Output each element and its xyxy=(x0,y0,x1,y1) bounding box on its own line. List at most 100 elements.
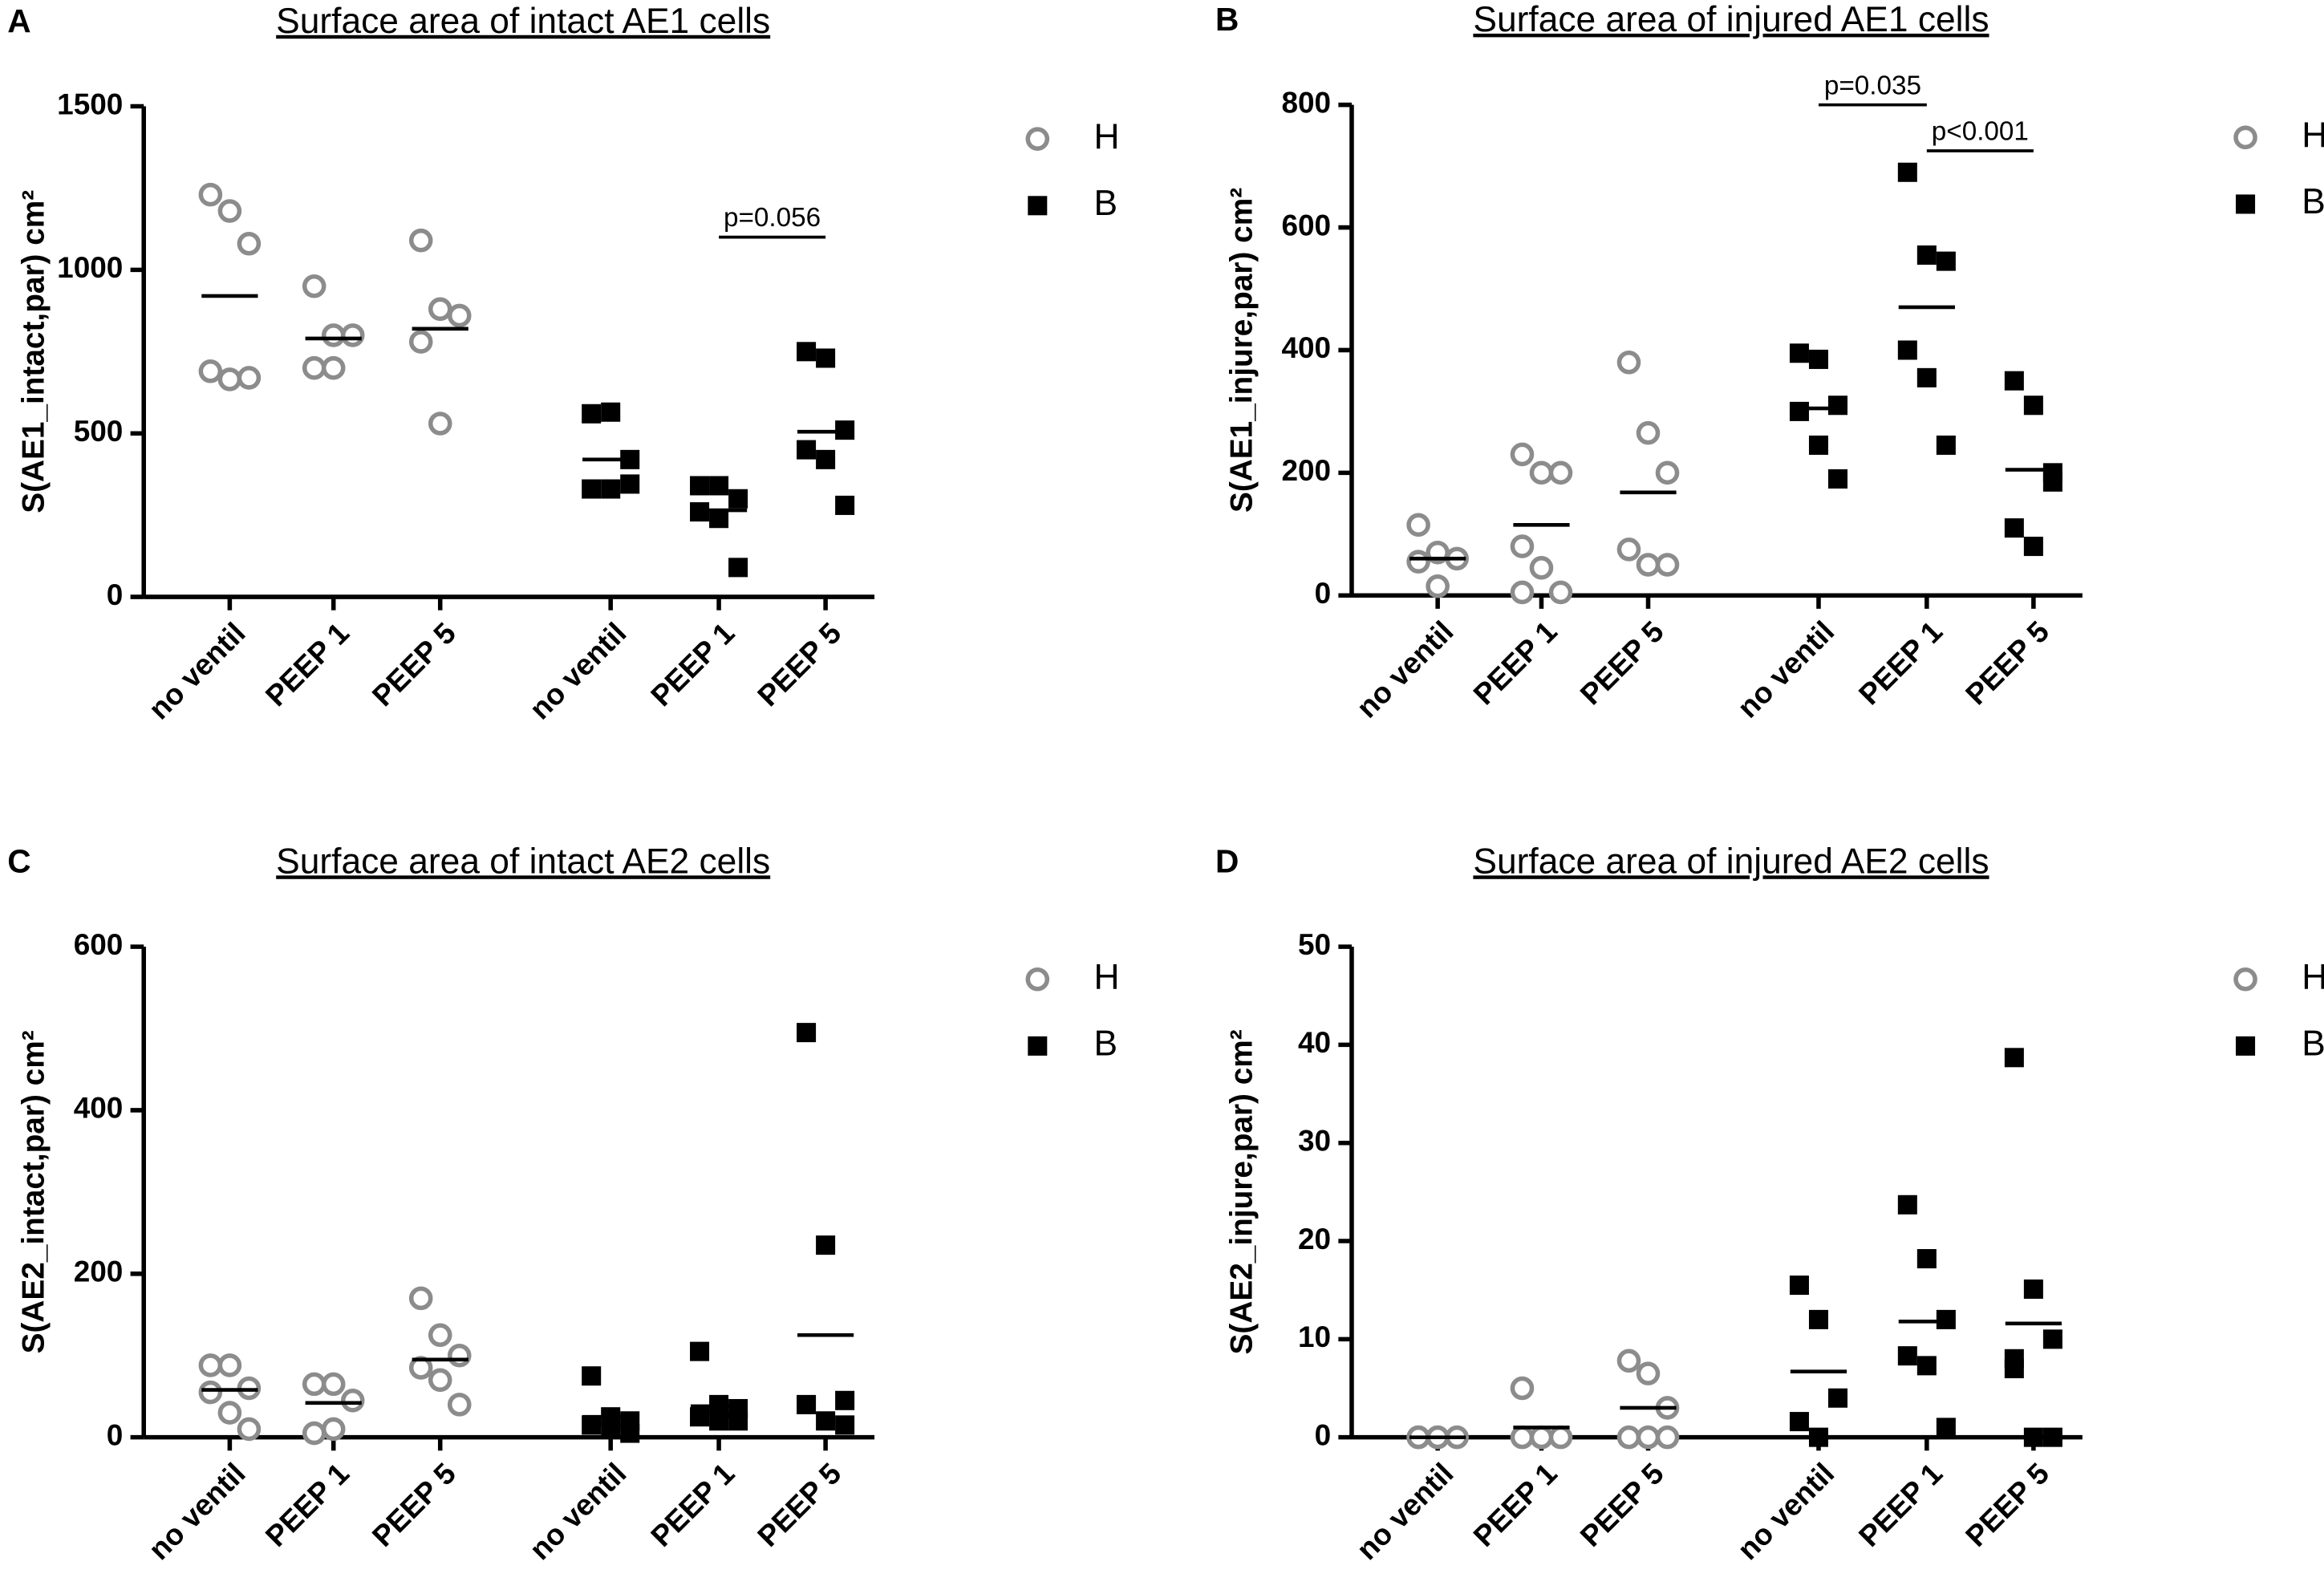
y-tick-label: 200 xyxy=(74,1255,124,1288)
legend-marker xyxy=(2233,967,2257,992)
point xyxy=(816,1411,836,1431)
point xyxy=(1406,513,1430,537)
point xyxy=(2042,463,2062,483)
chart-title: Surface area of intact AE1 cells xyxy=(276,2,770,41)
x-tick-label: no ventil xyxy=(1350,614,1459,724)
y-tick-label: 10 xyxy=(1298,1320,1331,1353)
x-tick-label: PEEP 1 xyxy=(1467,1457,1564,1553)
point xyxy=(198,1380,223,1405)
x-tick-label: no ventil xyxy=(1731,1457,1840,1566)
y-tick-label: 0 xyxy=(107,1418,124,1451)
point xyxy=(1636,1425,1661,1450)
x-tick-label: PEEP 5 xyxy=(1959,1457,2055,1553)
y-axis-label: S(AE2_injure,par) cm² xyxy=(1224,1029,1259,1354)
legend-marker xyxy=(1028,1036,1048,1056)
point xyxy=(816,348,836,368)
point xyxy=(2042,1427,2062,1447)
point xyxy=(2023,537,2043,557)
x-tick-label: no ventil xyxy=(142,1457,251,1566)
x-tick-label: no ventil xyxy=(142,616,251,725)
x-tick-label: PEEP 1 xyxy=(644,616,740,712)
point xyxy=(620,474,640,494)
point xyxy=(1529,556,1554,580)
legend-marker xyxy=(1028,196,1048,216)
point xyxy=(1827,1388,1848,1408)
point xyxy=(217,367,242,391)
y-tick-label: 30 xyxy=(1298,1124,1331,1157)
point xyxy=(408,228,433,253)
panel-letter: C xyxy=(7,842,30,879)
y-tick-label: 200 xyxy=(1281,454,1331,487)
point xyxy=(1406,550,1430,574)
x-tick-label: PEEP 1 xyxy=(259,1457,355,1553)
point xyxy=(447,1393,472,1417)
point xyxy=(2004,1359,2024,1379)
y-axis-label: S(AE2_intact,par) cm² xyxy=(17,1030,51,1353)
point xyxy=(690,1341,710,1361)
point xyxy=(1510,442,1535,467)
y-tick-label: 0 xyxy=(107,578,124,611)
significance-label: p=0.056 xyxy=(724,203,821,233)
x-tick-label: PEEP 5 xyxy=(366,616,462,712)
point xyxy=(2042,1329,2062,1349)
legend-label: B xyxy=(1094,1024,1118,1064)
y-tick-label: 1500 xyxy=(57,87,123,120)
x-tick-label: PEEP 5 xyxy=(366,1457,462,1553)
point xyxy=(1808,435,1828,455)
point xyxy=(1510,1376,1535,1401)
point xyxy=(198,359,223,383)
point xyxy=(1936,1309,1956,1329)
significance-label: p<0.001 xyxy=(1932,117,2029,147)
point xyxy=(797,342,817,362)
y-tick-label: 40 xyxy=(1298,1026,1331,1059)
point xyxy=(816,1235,836,1255)
point xyxy=(835,1390,855,1410)
legend-label: H xyxy=(1094,117,1120,156)
chart-title: Surface area of intact AE2 cells xyxy=(276,842,770,881)
y-tick-label: 1000 xyxy=(57,251,123,284)
point xyxy=(2004,518,2024,538)
point xyxy=(1936,1418,1956,1438)
point xyxy=(1808,1427,1828,1447)
point xyxy=(1616,537,1641,562)
x-tick-label: PEEP 5 xyxy=(751,1457,847,1553)
point xyxy=(709,1411,729,1431)
legend-marker xyxy=(1025,967,1050,992)
point xyxy=(321,1417,346,1442)
legend-marker xyxy=(2233,125,2257,150)
point xyxy=(1936,251,1956,271)
panel-letter: A xyxy=(7,2,30,39)
point xyxy=(408,330,433,354)
point xyxy=(1655,1425,1680,1450)
point xyxy=(1636,553,1661,577)
x-tick-label: no ventil xyxy=(523,616,632,725)
x-tick-label: no ventil xyxy=(1350,1457,1459,1566)
point xyxy=(1827,468,1848,489)
point xyxy=(797,440,817,460)
y-tick-label: 20 xyxy=(1298,1223,1331,1255)
point xyxy=(1897,1194,1917,1215)
point xyxy=(2004,371,2024,391)
legend-label: B xyxy=(2302,1024,2324,1064)
point xyxy=(428,1368,452,1393)
point xyxy=(1510,534,1535,558)
legend-label: B xyxy=(1094,184,1118,223)
point xyxy=(447,303,472,328)
point xyxy=(302,1372,326,1397)
point xyxy=(582,479,602,499)
point xyxy=(217,199,242,223)
point xyxy=(728,558,748,578)
point xyxy=(302,355,326,380)
point xyxy=(340,1389,365,1413)
point xyxy=(237,366,262,390)
point xyxy=(728,1411,748,1431)
point xyxy=(198,182,223,207)
point xyxy=(582,404,602,424)
x-tick-label: PEEP 1 xyxy=(644,1457,740,1553)
point xyxy=(1916,1356,1937,1376)
point xyxy=(408,1286,433,1311)
point xyxy=(321,355,346,380)
point xyxy=(428,1323,452,1348)
x-tick-label: PEEP 1 xyxy=(1852,1457,1949,1553)
